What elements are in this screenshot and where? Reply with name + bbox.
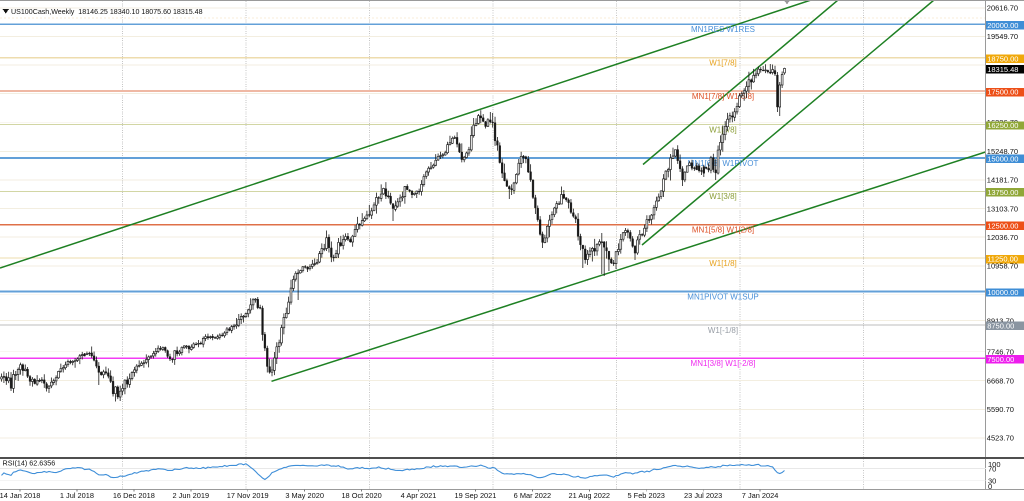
svg-text:15000.00: 15000.00 (987, 155, 1018, 164)
svg-text:6668.70: 6668.70 (987, 376, 1014, 385)
svg-text:4 Apr 2021: 4 Apr 2021 (401, 491, 437, 500)
svg-text:23 Jul 2023: 23 Jul 2023 (684, 491, 722, 500)
svg-text:RSI(14) 62.6356: RSI(14) 62.6356 (3, 458, 56, 467)
svg-text:MN1[3/8] W1[-2/8]: MN1[3/8] W1[-2/8] (691, 359, 756, 368)
svg-text:21 Aug 2022: 21 Aug 2022 (569, 491, 611, 500)
svg-text:MN1[5/8] W1[2/8]: MN1[5/8] W1[2/8] (692, 226, 754, 235)
svg-text:1 Jul 2018: 1 Jul 2018 (60, 491, 94, 500)
svg-text:16250.00: 16250.00 (987, 121, 1018, 130)
svg-text:16 Dec 2018: 16 Dec 2018 (113, 491, 155, 500)
svg-text:6 Mar 2022: 6 Mar 2022 (514, 491, 551, 500)
svg-text:12036.70: 12036.70 (987, 233, 1018, 242)
svg-text:W1[7/8]: W1[7/8] (709, 59, 737, 68)
svg-text:5590.70: 5590.70 (987, 405, 1014, 414)
svg-text:11250.00: 11250.00 (987, 255, 1018, 264)
svg-text:10958.70: 10958.70 (987, 262, 1018, 271)
svg-text:15248.70: 15248.70 (987, 147, 1018, 156)
svg-text:17500.00: 17500.00 (987, 88, 1018, 97)
svg-text:7 Jan 2024: 7 Jan 2024 (742, 491, 779, 500)
svg-text:MN1[6/8] W1PIVOT: MN1[6/8] W1PIVOT (688, 159, 759, 168)
svg-text:14 Jan 2018: 14 Jan 2018 (0, 491, 40, 500)
svg-text:US100Cash,Weekly 18146.25 183: US100Cash,Weekly 18146.25 18340.10 18075… (11, 8, 203, 16)
svg-text:8750.00: 8750.00 (987, 322, 1014, 331)
svg-text:7746.70: 7746.70 (987, 348, 1014, 357)
svg-text:MN1[7/8] W1[6/8]: MN1[7/8] W1[6/8] (692, 92, 754, 101)
svg-text:13750.00: 13750.00 (987, 188, 1018, 197)
svg-text:19549.70: 19549.70 (987, 32, 1018, 41)
svg-text:W1[3/8]: W1[3/8] (709, 192, 737, 201)
svg-text:12500.00: 12500.00 (987, 221, 1018, 230)
svg-text:MN1PIVOT W1SUP: MN1PIVOT W1SUP (687, 292, 758, 301)
svg-text:18750.00: 18750.00 (987, 54, 1018, 63)
svg-text:13103.70: 13103.70 (987, 204, 1018, 213)
svg-text:19 Sep 2021: 19 Sep 2021 (454, 491, 496, 500)
svg-text:10000.00: 10000.00 (987, 288, 1018, 297)
svg-text:7500.00: 7500.00 (987, 355, 1014, 364)
svg-text:17 Nov 2019: 17 Nov 2019 (227, 491, 269, 500)
svg-text:MN1RES W1RES: MN1RES W1RES (691, 25, 755, 34)
svg-text:20000.00: 20000.00 (987, 21, 1018, 30)
svg-text:3 May 2020: 3 May 2020 (285, 491, 324, 500)
svg-text:20616.70: 20616.70 (987, 4, 1018, 13)
svg-text:8913.70: 8913.70 (987, 316, 1014, 325)
svg-text:100: 100 (988, 460, 1001, 469)
svg-text:18 Oct 2020: 18 Oct 2020 (341, 491, 381, 500)
svg-text:4523.70: 4523.70 (987, 434, 1014, 443)
svg-text:2 Jun 2019: 2 Jun 2019 (173, 491, 210, 500)
svg-text:W1[-1/8]: W1[-1/8] (708, 326, 738, 335)
svg-text:W1[1/8]: W1[1/8] (709, 259, 737, 268)
svg-text:70: 70 (988, 464, 996, 473)
svg-text:30: 30 (988, 476, 996, 485)
svg-text:18315.48: 18315.48 (987, 65, 1018, 74)
svg-text:5 Feb 2023: 5 Feb 2023 (628, 491, 665, 500)
svg-text:14181.70: 14181.70 (987, 176, 1018, 185)
svg-text:0: 0 (988, 482, 992, 491)
